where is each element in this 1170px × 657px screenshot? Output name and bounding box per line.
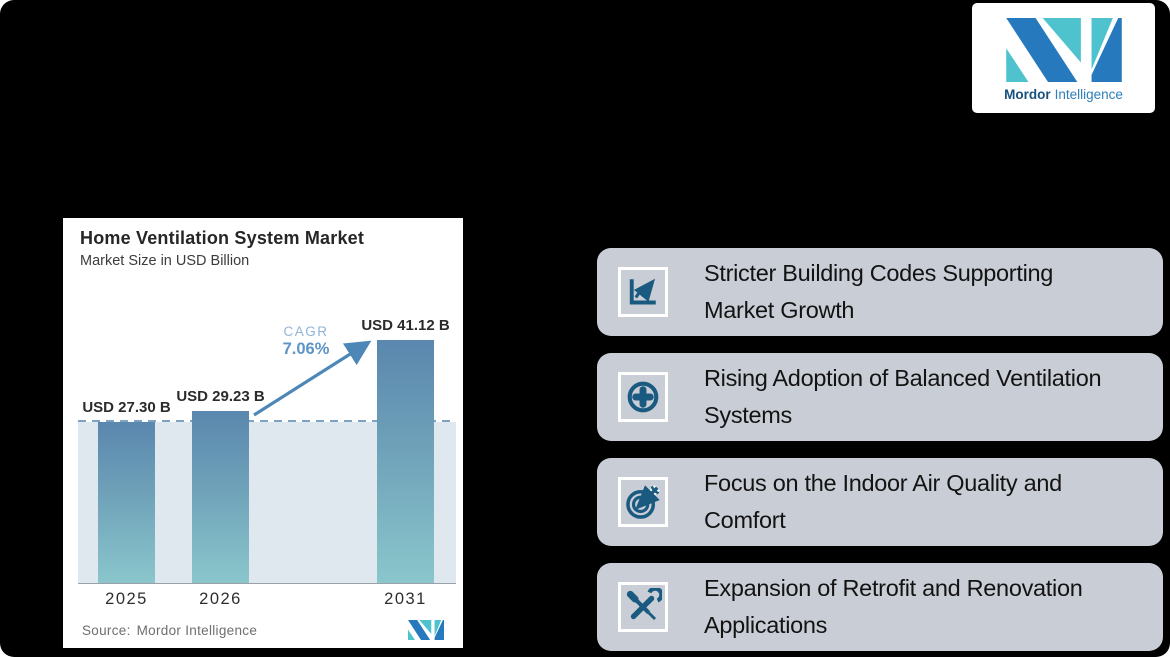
- bar-2026: [192, 410, 249, 583]
- driver-line: Expansion of Retrofit and Renovation: [704, 575, 1083, 601]
- mordor-logo-mark: [1005, 18, 1122, 82]
- mordor-logo: Mordor Intelligence: [972, 3, 1155, 113]
- driver-text: Expansion of Retrofit and Renovation App…: [704, 563, 1083, 651]
- driver-card-building-codes: Stricter Building Codes Supporting Marke…: [597, 248, 1163, 336]
- tools-icon: [626, 588, 662, 621]
- plus-circle-icon: [627, 381, 659, 413]
- mordor-logo-mark-small: [408, 620, 444, 640]
- bar-value-label: USD 29.23 B: [176, 387, 265, 405]
- cagr-label: CAGR: [283, 324, 329, 339]
- brand-wordmark: Mordor Intelligence: [1004, 87, 1123, 102]
- icon-box: [618, 582, 668, 632]
- driver-line: Stricter Building Codes Supporting: [704, 260, 1054, 286]
- driver-text: Focus on the Indoor Air Quality and Comf…: [704, 458, 1062, 546]
- source-row: Source: Mordor Intelligence: [82, 620, 444, 640]
- brand-name-light: Intelligence: [1054, 87, 1123, 102]
- icon-box: [618, 267, 668, 317]
- cagr-annotation: CAGR 7.06%: [260, 324, 352, 359]
- chart-title: Home Ventilation System Market: [80, 228, 365, 248]
- source-brand: Mordor Intelligence: [136, 622, 258, 638]
- driver-line: Applications: [704, 612, 828, 638]
- icon-box: [618, 372, 668, 422]
- driver-line: Rising Adoption of Balanced Ventilation: [704, 365, 1102, 391]
- driver-card-air-quality: Focus on the Indoor Air Quality and Comf…: [597, 458, 1163, 546]
- line-chart-icon: [629, 278, 656, 305]
- driver-line: Systems: [704, 402, 792, 428]
- source-label: Source:: [82, 622, 131, 638]
- driver-card-retrofit: Expansion of Retrofit and Renovation App…: [597, 563, 1163, 651]
- x-axis-label: 2025: [105, 590, 148, 608]
- driver-line: Focus on the Indoor Air Quality and: [704, 470, 1062, 496]
- cagr-value: 7.06%: [282, 340, 330, 358]
- driver-text: Rising Adoption of Balanced Ventilation …: [704, 353, 1102, 441]
- x-axis-label: 2026: [199, 590, 242, 608]
- driver-line: Market Growth: [704, 297, 855, 323]
- driver-line: Comfort: [704, 507, 786, 533]
- brand-name-bold: Mordor: [1004, 87, 1051, 102]
- chart-subtitle: Market Size in USD Billion: [80, 253, 250, 269]
- bar-plot: USD 27.30 B 2025 USD 29.23 B 2026 USD 41.12 …: [78, 317, 456, 608]
- source-text: Source: Mordor Intelligence: [82, 623, 257, 638]
- x-axis-label: 2031: [384, 590, 427, 608]
- bar-value-label: USD 27.30 B: [82, 398, 171, 416]
- driver-text: Stricter Building Codes Supporting Marke…: [704, 248, 1053, 336]
- bar-2031: [377, 340, 434, 583]
- cagr-arrow: [253, 340, 372, 417]
- market-chart-card: Home Ventilation System Market Market Si…: [63, 218, 463, 648]
- icon-box: [618, 477, 668, 527]
- target-icon: [626, 485, 660, 519]
- bar-value-label: USD 41.12 B: [361, 317, 450, 335]
- reference-dashed-line: [78, 419, 456, 422]
- driver-card-balanced-ventilation: Rising Adoption of Balanced Ventilation …: [597, 353, 1163, 441]
- bar-2025: [98, 421, 155, 583]
